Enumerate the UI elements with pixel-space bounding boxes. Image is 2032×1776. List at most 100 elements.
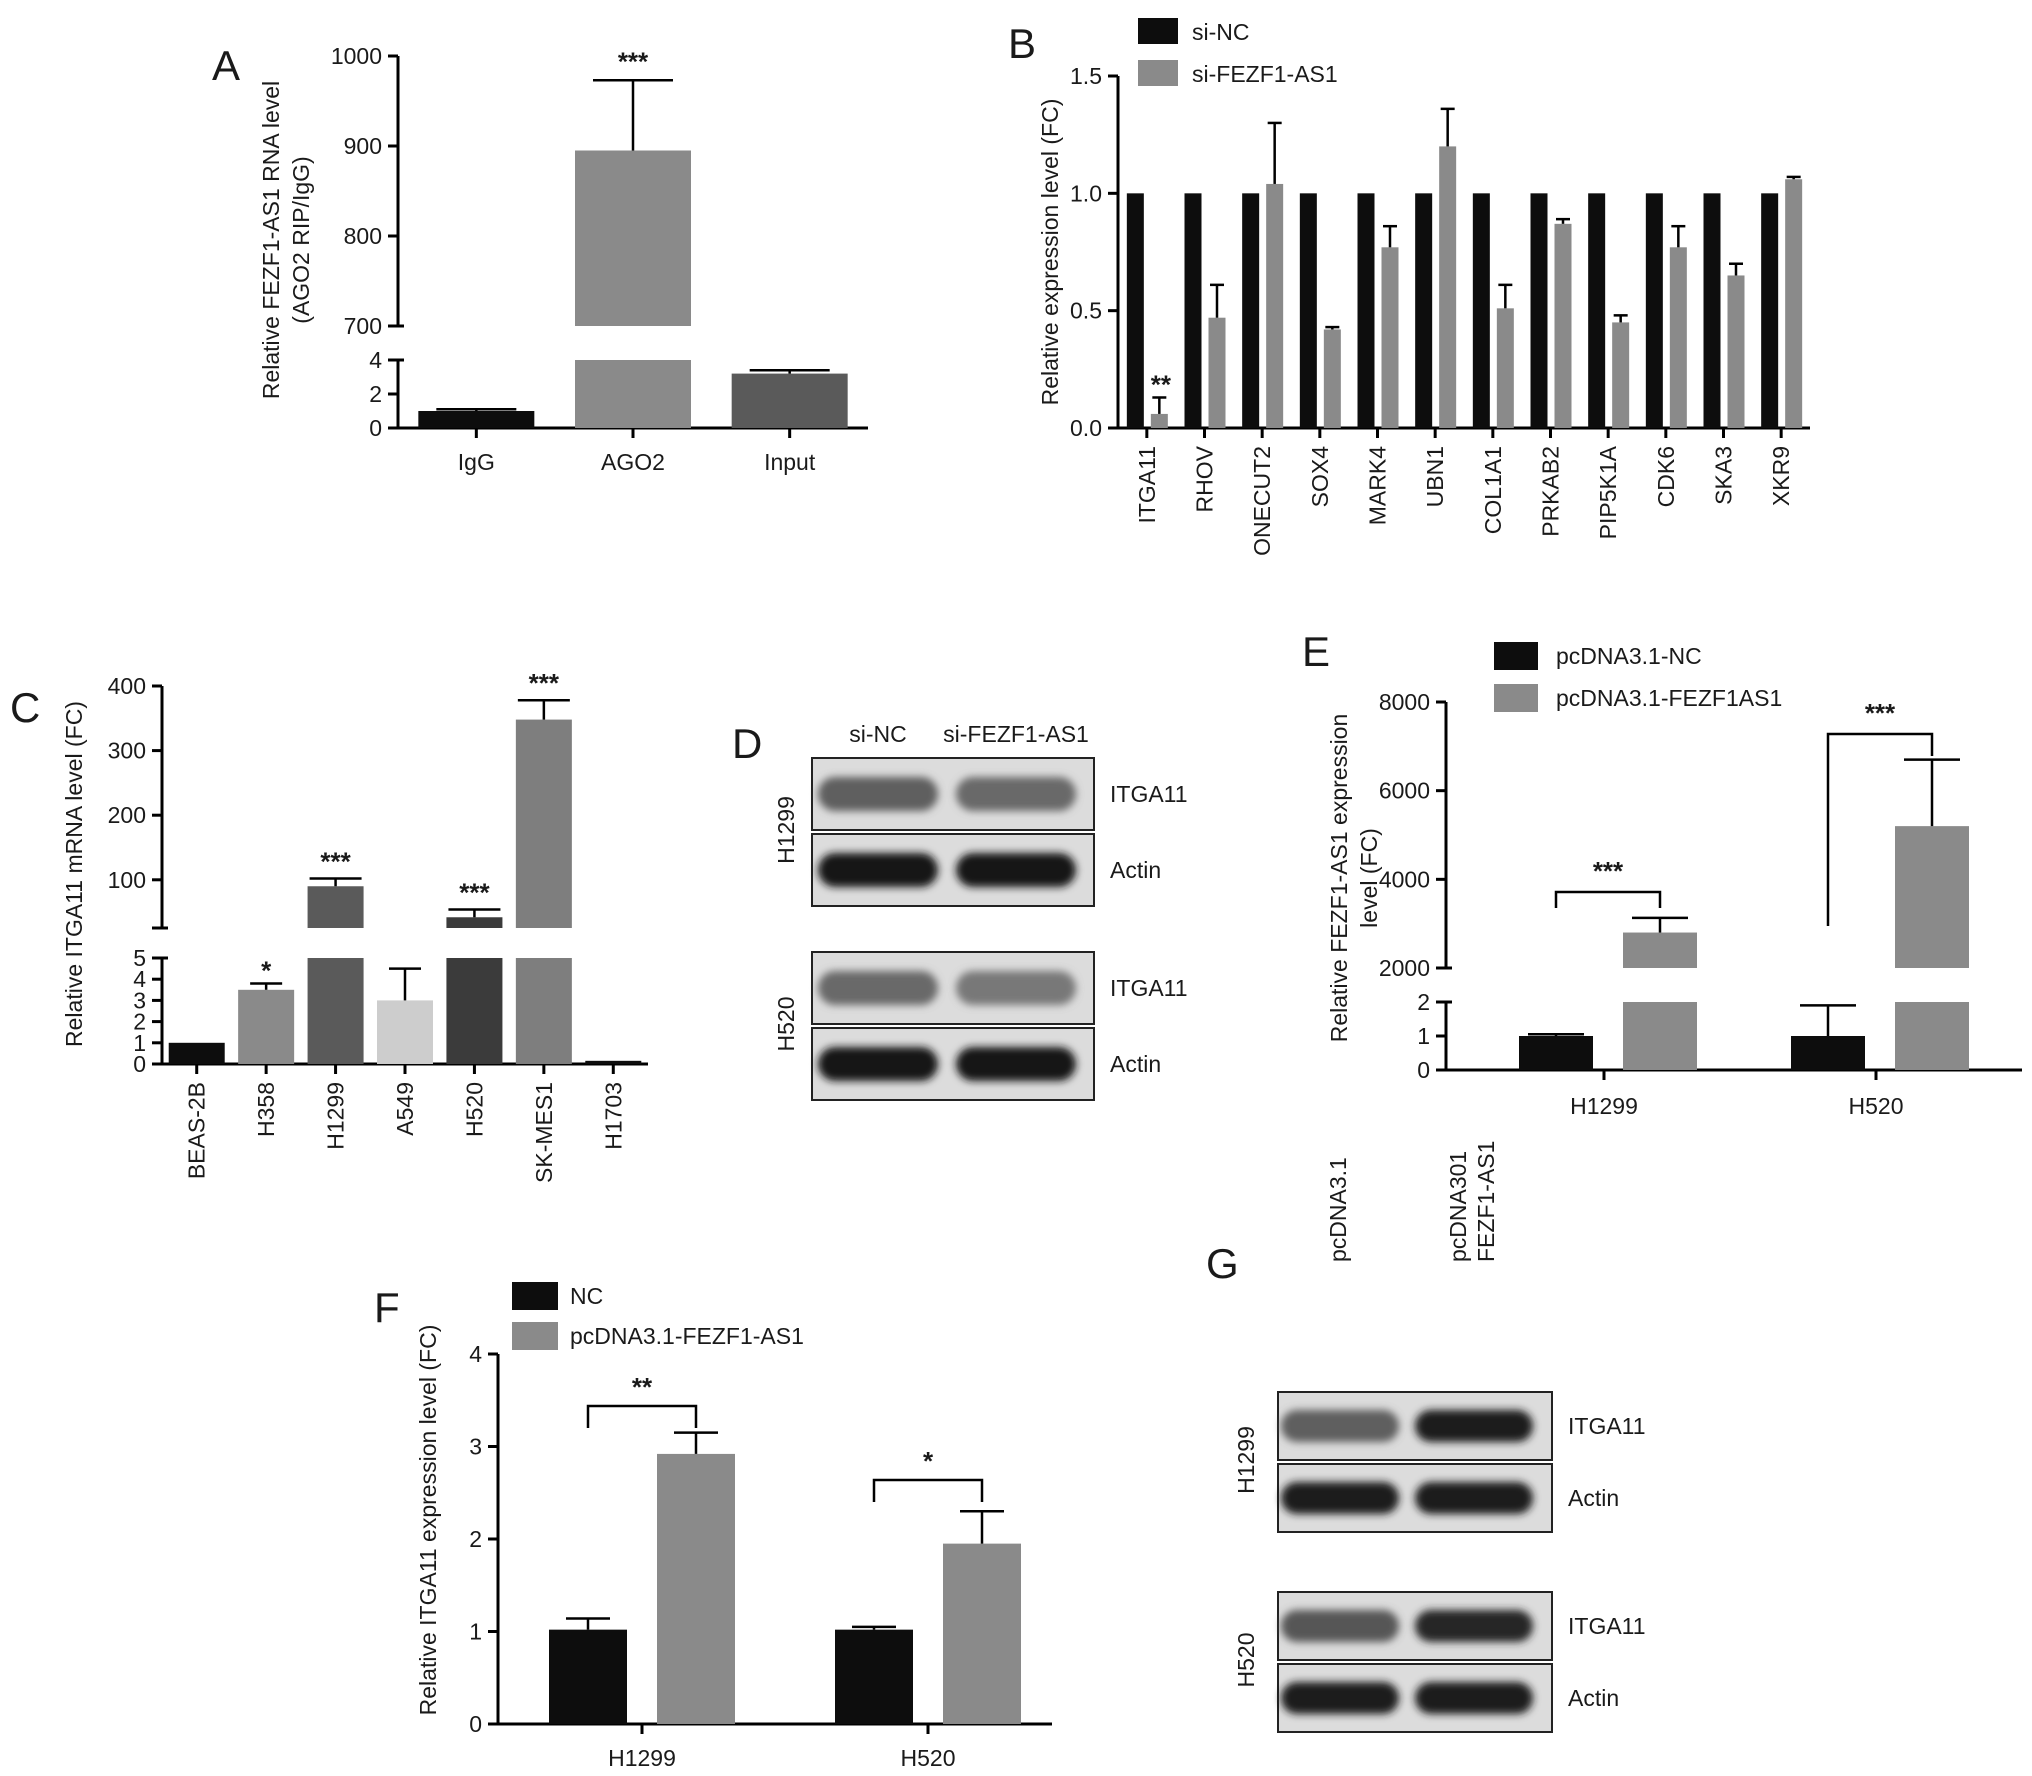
e-bar (1623, 1002, 1697, 1070)
e-ytick-label: 4000 (1379, 866, 1430, 892)
e-legend-swatch (1494, 642, 1538, 670)
b-category-label: SKA3 (1711, 446, 1737, 505)
western-blot-g: pcDNA3.1 pcDNA301FEZF1-AS1 H1299 ITGA11 Acti… (1233, 1141, 1646, 1733)
a-ylabel: Relative FEZF1-AS1 RNA level (AGO2 RIP/Ig… (258, 81, 314, 399)
blot-band (1281, 1482, 1399, 1514)
f-category-label: H520 (901, 1745, 956, 1771)
b-bar (1530, 193, 1548, 428)
b-legend-swatch (1138, 60, 1178, 86)
c-category-label: H1299 (323, 1082, 349, 1150)
b-bar (1588, 193, 1606, 428)
b-bar (1727, 275, 1745, 428)
blot-row-label: Actin (1110, 1051, 1161, 1077)
blot-band (818, 777, 938, 811)
b-legend-label: si-FEZF1-AS1 (1192, 61, 1338, 87)
a-ytick-label: 800 (344, 223, 382, 249)
b-category-label: UBN1 (1422, 446, 1448, 507)
blot-row-label: ITGA11 (1110, 975, 1188, 1001)
blot-row-label: Actin (1568, 1685, 1619, 1711)
e-ytick-label: 1 (1417, 1023, 1430, 1049)
a-category-label: IgG (458, 449, 495, 475)
c-ytick-label: 1 (133, 1030, 146, 1056)
e-bar (1519, 1036, 1593, 1070)
b-ytick-label: 1.0 (1070, 180, 1102, 206)
blot-band (818, 1047, 938, 1081)
f-bracket (872, 1478, 984, 1502)
b-bar (1184, 193, 1202, 428)
b-category-label: SOX4 (1307, 446, 1333, 508)
f-significance: * (923, 1446, 934, 1476)
chart-b-expression: 0.0 0.5 1.0 1.5 Relative expression level (F… (1037, 18, 1810, 556)
c-ytick-label: 3 (133, 987, 146, 1013)
b-category-label: ONECUT2 (1249, 446, 1275, 556)
e-bar (1791, 1036, 1865, 1070)
c-ytick-label: 400 (108, 673, 146, 699)
blot-cell-label: H1299 (773, 796, 799, 864)
f-ytick-label: 0 (469, 1711, 482, 1737)
f-bar (657, 1453, 735, 1724)
f-legend-label: pcDNA3.1-FEZF1-AS1 (570, 1323, 804, 1349)
b-bar (1761, 193, 1779, 428)
a-ytick-label: 1000 (331, 43, 382, 69)
blot-band (956, 853, 1076, 887)
panel-letter-c: C (10, 684, 40, 731)
blot-lane-label: si-NC (849, 721, 907, 747)
panel-letter-g: G (1206, 1240, 1239, 1287)
e-ytick-label: 2000 (1379, 955, 1430, 981)
f-ylabel: Relative ITGA11 expression level (FC) (415, 1325, 441, 1716)
blot-band (1415, 1482, 1533, 1514)
blot-band (1281, 1682, 1399, 1714)
e-ytick-label: 2 (1417, 989, 1430, 1015)
blot-band (1281, 1410, 1399, 1442)
blot-row-label: ITGA11 (1568, 1413, 1646, 1439)
c-bar (238, 989, 295, 1064)
e-ytick-label: 8000 (1379, 689, 1430, 715)
b-bar (1439, 146, 1457, 428)
panel-letter-d: D (732, 720, 762, 767)
c-bar-upper (446, 917, 503, 928)
a-ytick-label: 700 (344, 313, 382, 339)
b-bar (1126, 193, 1144, 428)
c-bar-upper (307, 886, 364, 928)
blot-lane-label: pcDNA3.1 (1325, 1157, 1351, 1262)
b-bar (1554, 223, 1572, 428)
panel-letter-f: F (374, 1284, 400, 1331)
blot-lane-label: pcDNA301FEZF1-AS1 (1445, 1141, 1499, 1262)
c-significance: *** (320, 847, 351, 877)
c-ytick-label: 300 (108, 738, 146, 764)
e-bar-upper (1895, 826, 1969, 968)
e-legend-label: pcDNA3.1-FEZF1AS1 (1556, 685, 1782, 711)
b-category-label: CDK6 (1653, 446, 1679, 507)
f-significance: ** (632, 1372, 653, 1402)
b-bar (1150, 413, 1168, 428)
b-bar (1323, 329, 1341, 428)
f-category-label: H1299 (608, 1745, 676, 1771)
b-category-label: XKR9 (1768, 446, 1794, 506)
b-bar (1357, 193, 1375, 428)
b-category-label: COL1A1 (1480, 446, 1506, 534)
c-ytick-label: 5 (133, 945, 146, 971)
blot-band (818, 853, 938, 887)
b-ytick-label: 0.0 (1070, 415, 1102, 441)
b-legend-label: si-NC (1192, 19, 1250, 45)
b-ytick-label: 1.5 (1070, 63, 1102, 89)
c-significance: *** (459, 878, 490, 908)
blot-row-label: Actin (1568, 1485, 1619, 1511)
a-ytick-label: 900 (344, 133, 382, 159)
b-ytick-label: 0.5 (1070, 298, 1102, 324)
b-bar (1645, 193, 1663, 428)
c-bar (515, 958, 572, 1064)
f-legend-label: NC (570, 1283, 603, 1309)
c-significance: *** (529, 668, 560, 698)
a-bar (731, 373, 848, 428)
a-ytick-label: 2 (369, 381, 382, 407)
e-significance: *** (1865, 698, 1896, 728)
a-bar-upper (575, 150, 691, 326)
e-ytick-label: 0 (1417, 1057, 1430, 1083)
c-bar (377, 1000, 433, 1064)
c-ytick-label: 2 (133, 1009, 146, 1035)
a-category-label: AGO2 (601, 449, 665, 475)
e-legend-swatch (1494, 684, 1538, 712)
